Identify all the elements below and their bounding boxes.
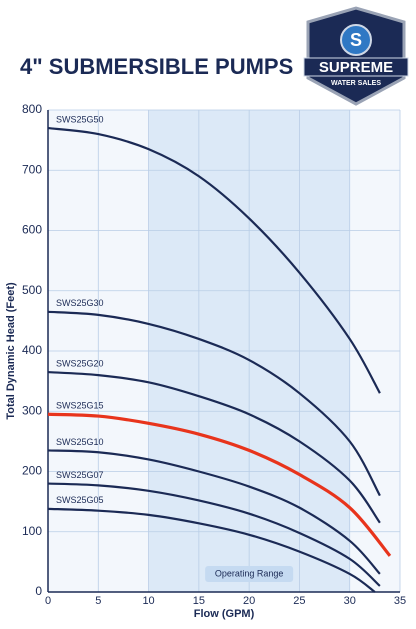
pump-curve bbox=[47, 482, 381, 587]
y-tick-label: 600 bbox=[22, 223, 42, 237]
y-tick-label: 400 bbox=[22, 343, 42, 357]
y-tick-label: 0 bbox=[35, 584, 42, 598]
chart-title: 4" SUBMERSIBLE PUMPS bbox=[20, 54, 293, 79]
logo-drop bbox=[340, 24, 372, 56]
pump-curve bbox=[47, 370, 381, 524]
x-tick-label: 35 bbox=[394, 595, 406, 607]
y-tick-label: 500 bbox=[22, 283, 42, 297]
pump-curve bbox=[47, 449, 381, 575]
y-tick-label: 800 bbox=[22, 102, 42, 116]
logo-tagline: WATER SALES bbox=[331, 80, 381, 87]
operating-range-label: Operating Range bbox=[215, 568, 284, 578]
series-label: SWS25G07 bbox=[56, 470, 104, 480]
y-tick-label: 100 bbox=[22, 524, 42, 538]
x-tick-label: 5 bbox=[95, 595, 101, 607]
plot-area: Operating Range SWS25G50 SWS25G30 SWS25G20 S… bbox=[47, 109, 401, 593]
pump-curve bbox=[47, 507, 376, 593]
series-label: SWS25G05 bbox=[56, 495, 104, 505]
x-axis-title: Flow (GPM) bbox=[194, 608, 255, 620]
logo-banner bbox=[303, 57, 409, 77]
series-label: SWS25G20 bbox=[56, 358, 104, 368]
pump-curve bbox=[47, 126, 381, 394]
y-axis-title: Total Dynamic Head (Feet) bbox=[5, 282, 17, 420]
y-tick-label: 200 bbox=[22, 464, 42, 478]
series-label: SWS25G10 bbox=[56, 437, 104, 447]
y-tick-label: 700 bbox=[22, 162, 42, 176]
pump-curve bbox=[47, 310, 381, 497]
series-label: SWS25G15 bbox=[56, 401, 104, 411]
x-tick-label: 25 bbox=[293, 595, 305, 607]
series-label: SWS25G50 bbox=[56, 114, 104, 124]
x-tick-label: 20 bbox=[243, 595, 255, 607]
pump-curve bbox=[47, 412, 392, 557]
y-tick-label: 300 bbox=[22, 403, 42, 417]
x-tick-label: 10 bbox=[142, 595, 154, 607]
operating-range-badge bbox=[205, 566, 294, 582]
logo: S SUPREME WATER SALES bbox=[303, 6, 409, 106]
logo-mark: S bbox=[350, 30, 362, 50]
series-label: SWS25G30 bbox=[56, 298, 104, 308]
logo-name: SUPREME bbox=[319, 59, 393, 76]
x-tick-label: 15 bbox=[193, 595, 205, 607]
x-tick-label: 0 bbox=[45, 595, 51, 607]
x-tick-label: 30 bbox=[344, 595, 356, 607]
